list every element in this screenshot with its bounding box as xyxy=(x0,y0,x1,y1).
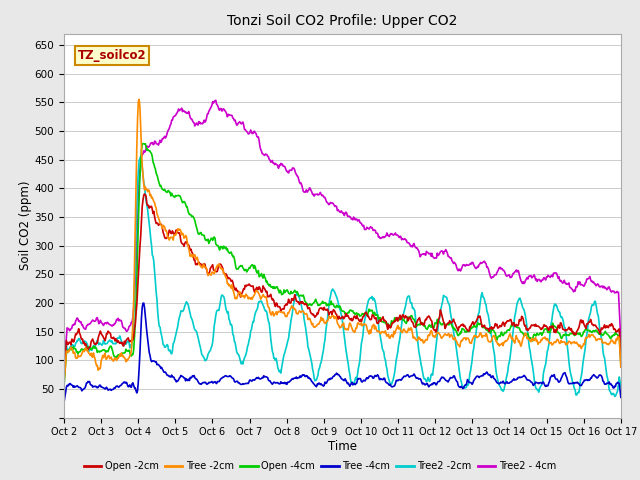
Tree -4cm xyxy=(60,400,68,406)
Tree -2cm xyxy=(135,96,143,102)
Legend: Open -2cm, Tree -2cm, Open -4cm, Tree -4cm, Tree2 -2cm, Tree2 - 4cm: Open -2cm, Tree -2cm, Open -4cm, Tree -4… xyxy=(80,457,560,475)
Tree2 -2cm xyxy=(127,345,135,351)
Tree2 - 4cm xyxy=(428,253,435,259)
Open -2cm xyxy=(428,317,435,323)
Open -2cm xyxy=(141,191,148,197)
Open -2cm xyxy=(617,356,625,362)
Tree2 - 4cm xyxy=(127,319,135,325)
Open -4cm xyxy=(127,353,135,359)
Open -2cm xyxy=(411,324,419,330)
Tree -4cm xyxy=(185,376,193,382)
Tree2 - 4cm xyxy=(411,243,419,249)
Line: Tree -2cm: Tree -2cm xyxy=(64,99,621,383)
Open -2cm xyxy=(127,339,135,345)
Tree2 -2cm xyxy=(612,394,620,399)
Open -2cm xyxy=(60,376,68,382)
Line: Open -4cm: Open -4cm xyxy=(64,144,621,387)
Tree -2cm xyxy=(428,328,435,334)
Tree -4cm xyxy=(617,395,625,400)
Tree2 -2cm xyxy=(70,343,78,349)
Tree2 -2cm xyxy=(214,307,222,313)
Tree -2cm xyxy=(411,335,419,341)
Tree2 -2cm xyxy=(137,154,145,159)
Tree -2cm xyxy=(70,349,78,355)
Line: Tree2 -2cm: Tree2 -2cm xyxy=(64,156,621,396)
Open -2cm xyxy=(185,242,193,248)
Line: Open -2cm: Open -2cm xyxy=(64,194,621,379)
Line: Tree2 - 4cm: Tree2 - 4cm xyxy=(64,100,621,360)
Tree -4cm xyxy=(127,384,135,390)
Tree -2cm xyxy=(185,246,193,252)
Tree -2cm xyxy=(617,364,625,370)
Title: Tonzi Soil CO2 Profile: Upper CO2: Tonzi Soil CO2 Profile: Upper CO2 xyxy=(227,14,458,28)
Open -4cm xyxy=(214,243,222,249)
Tree2 - 4cm xyxy=(214,104,222,109)
Tree2 -2cm xyxy=(60,376,68,382)
Tree2 -2cm xyxy=(411,308,419,313)
Open -2cm xyxy=(214,265,222,271)
Open -4cm xyxy=(140,141,148,146)
Tree -4cm xyxy=(70,383,78,389)
Open -4cm xyxy=(70,345,78,351)
Tree -4cm xyxy=(214,379,222,384)
Y-axis label: Soil CO2 (ppm): Soil CO2 (ppm) xyxy=(19,181,32,270)
Tree2 - 4cm xyxy=(70,321,78,327)
X-axis label: Time: Time xyxy=(328,440,357,453)
Tree -2cm xyxy=(60,380,68,386)
Text: TZ_soilco2: TZ_soilco2 xyxy=(78,48,147,61)
Tree -4cm xyxy=(428,382,435,388)
Line: Tree -4cm: Tree -4cm xyxy=(64,303,621,403)
Tree2 -2cm xyxy=(617,384,625,390)
Tree2 -2cm xyxy=(185,304,193,310)
Tree2 - 4cm xyxy=(60,358,68,363)
Tree2 -2cm xyxy=(428,372,435,378)
Open -4cm xyxy=(60,384,68,390)
Open -4cm xyxy=(617,360,625,366)
Tree -2cm xyxy=(127,347,135,353)
Open -4cm xyxy=(411,319,419,324)
Tree2 - 4cm xyxy=(212,97,220,103)
Tree2 - 4cm xyxy=(184,110,192,116)
Tree -4cm xyxy=(411,372,419,378)
Open -4cm xyxy=(428,324,435,330)
Open -2cm xyxy=(70,338,78,344)
Tree -2cm xyxy=(214,263,222,269)
Tree -4cm xyxy=(140,300,148,306)
Tree2 - 4cm xyxy=(617,338,625,344)
Open -4cm xyxy=(185,210,193,216)
